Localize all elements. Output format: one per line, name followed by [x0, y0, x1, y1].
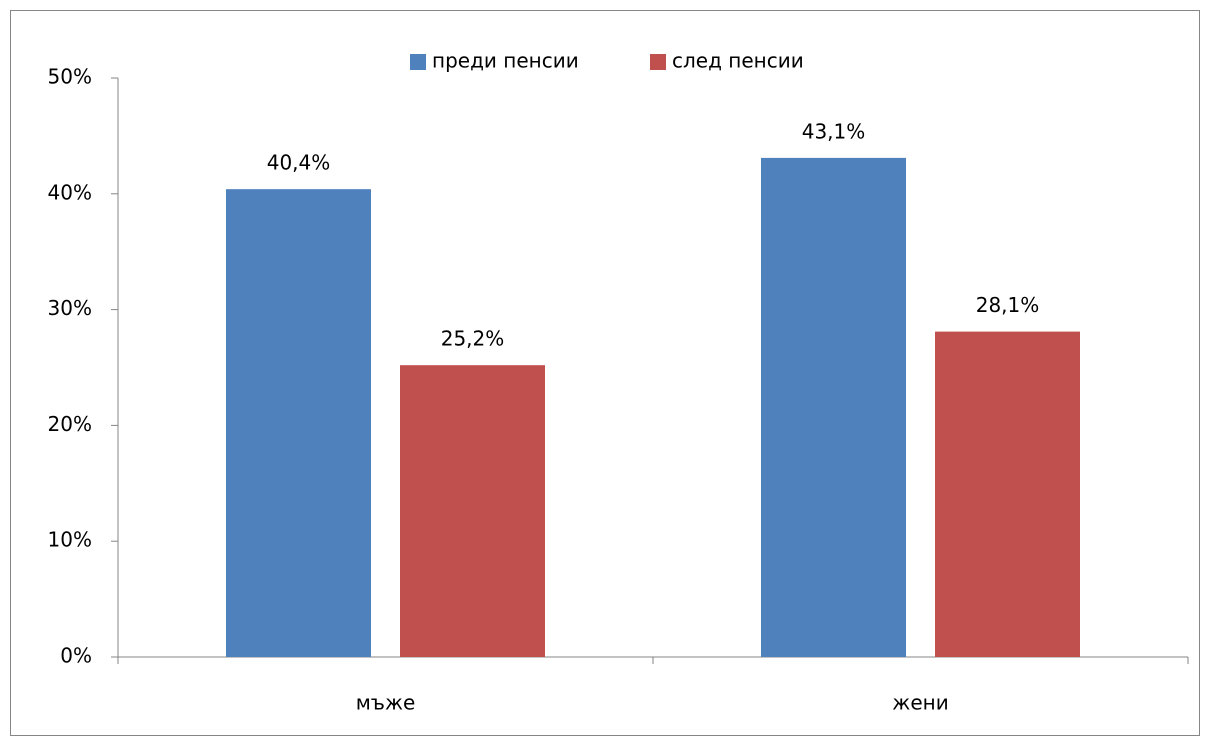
bar: [935, 331, 1080, 657]
bar: [400, 365, 545, 657]
y-tick-label: 10%: [48, 528, 92, 552]
x-tick-label: жени: [892, 691, 948, 715]
bar: [226, 189, 371, 657]
x-tick-label: мъже: [356, 691, 416, 715]
value-label: 28,1%: [976, 293, 1040, 317]
value-label: 40,4%: [267, 151, 331, 175]
legend-swatch: [650, 54, 666, 70]
legend-label: преди пенсии: [432, 49, 579, 73]
y-tick-label: 50%: [48, 65, 92, 89]
y-tick-label: 20%: [48, 412, 92, 436]
y-tick-label: 0%: [60, 644, 92, 668]
value-label: 25,2%: [441, 327, 505, 351]
y-tick-label: 40%: [48, 180, 92, 204]
bar: [761, 157, 906, 658]
value-label: 43,1%: [802, 119, 866, 143]
legend-swatch: [410, 54, 426, 70]
y-tick-label: 30%: [48, 296, 92, 320]
legend-label: след пенсии: [672, 49, 804, 73]
